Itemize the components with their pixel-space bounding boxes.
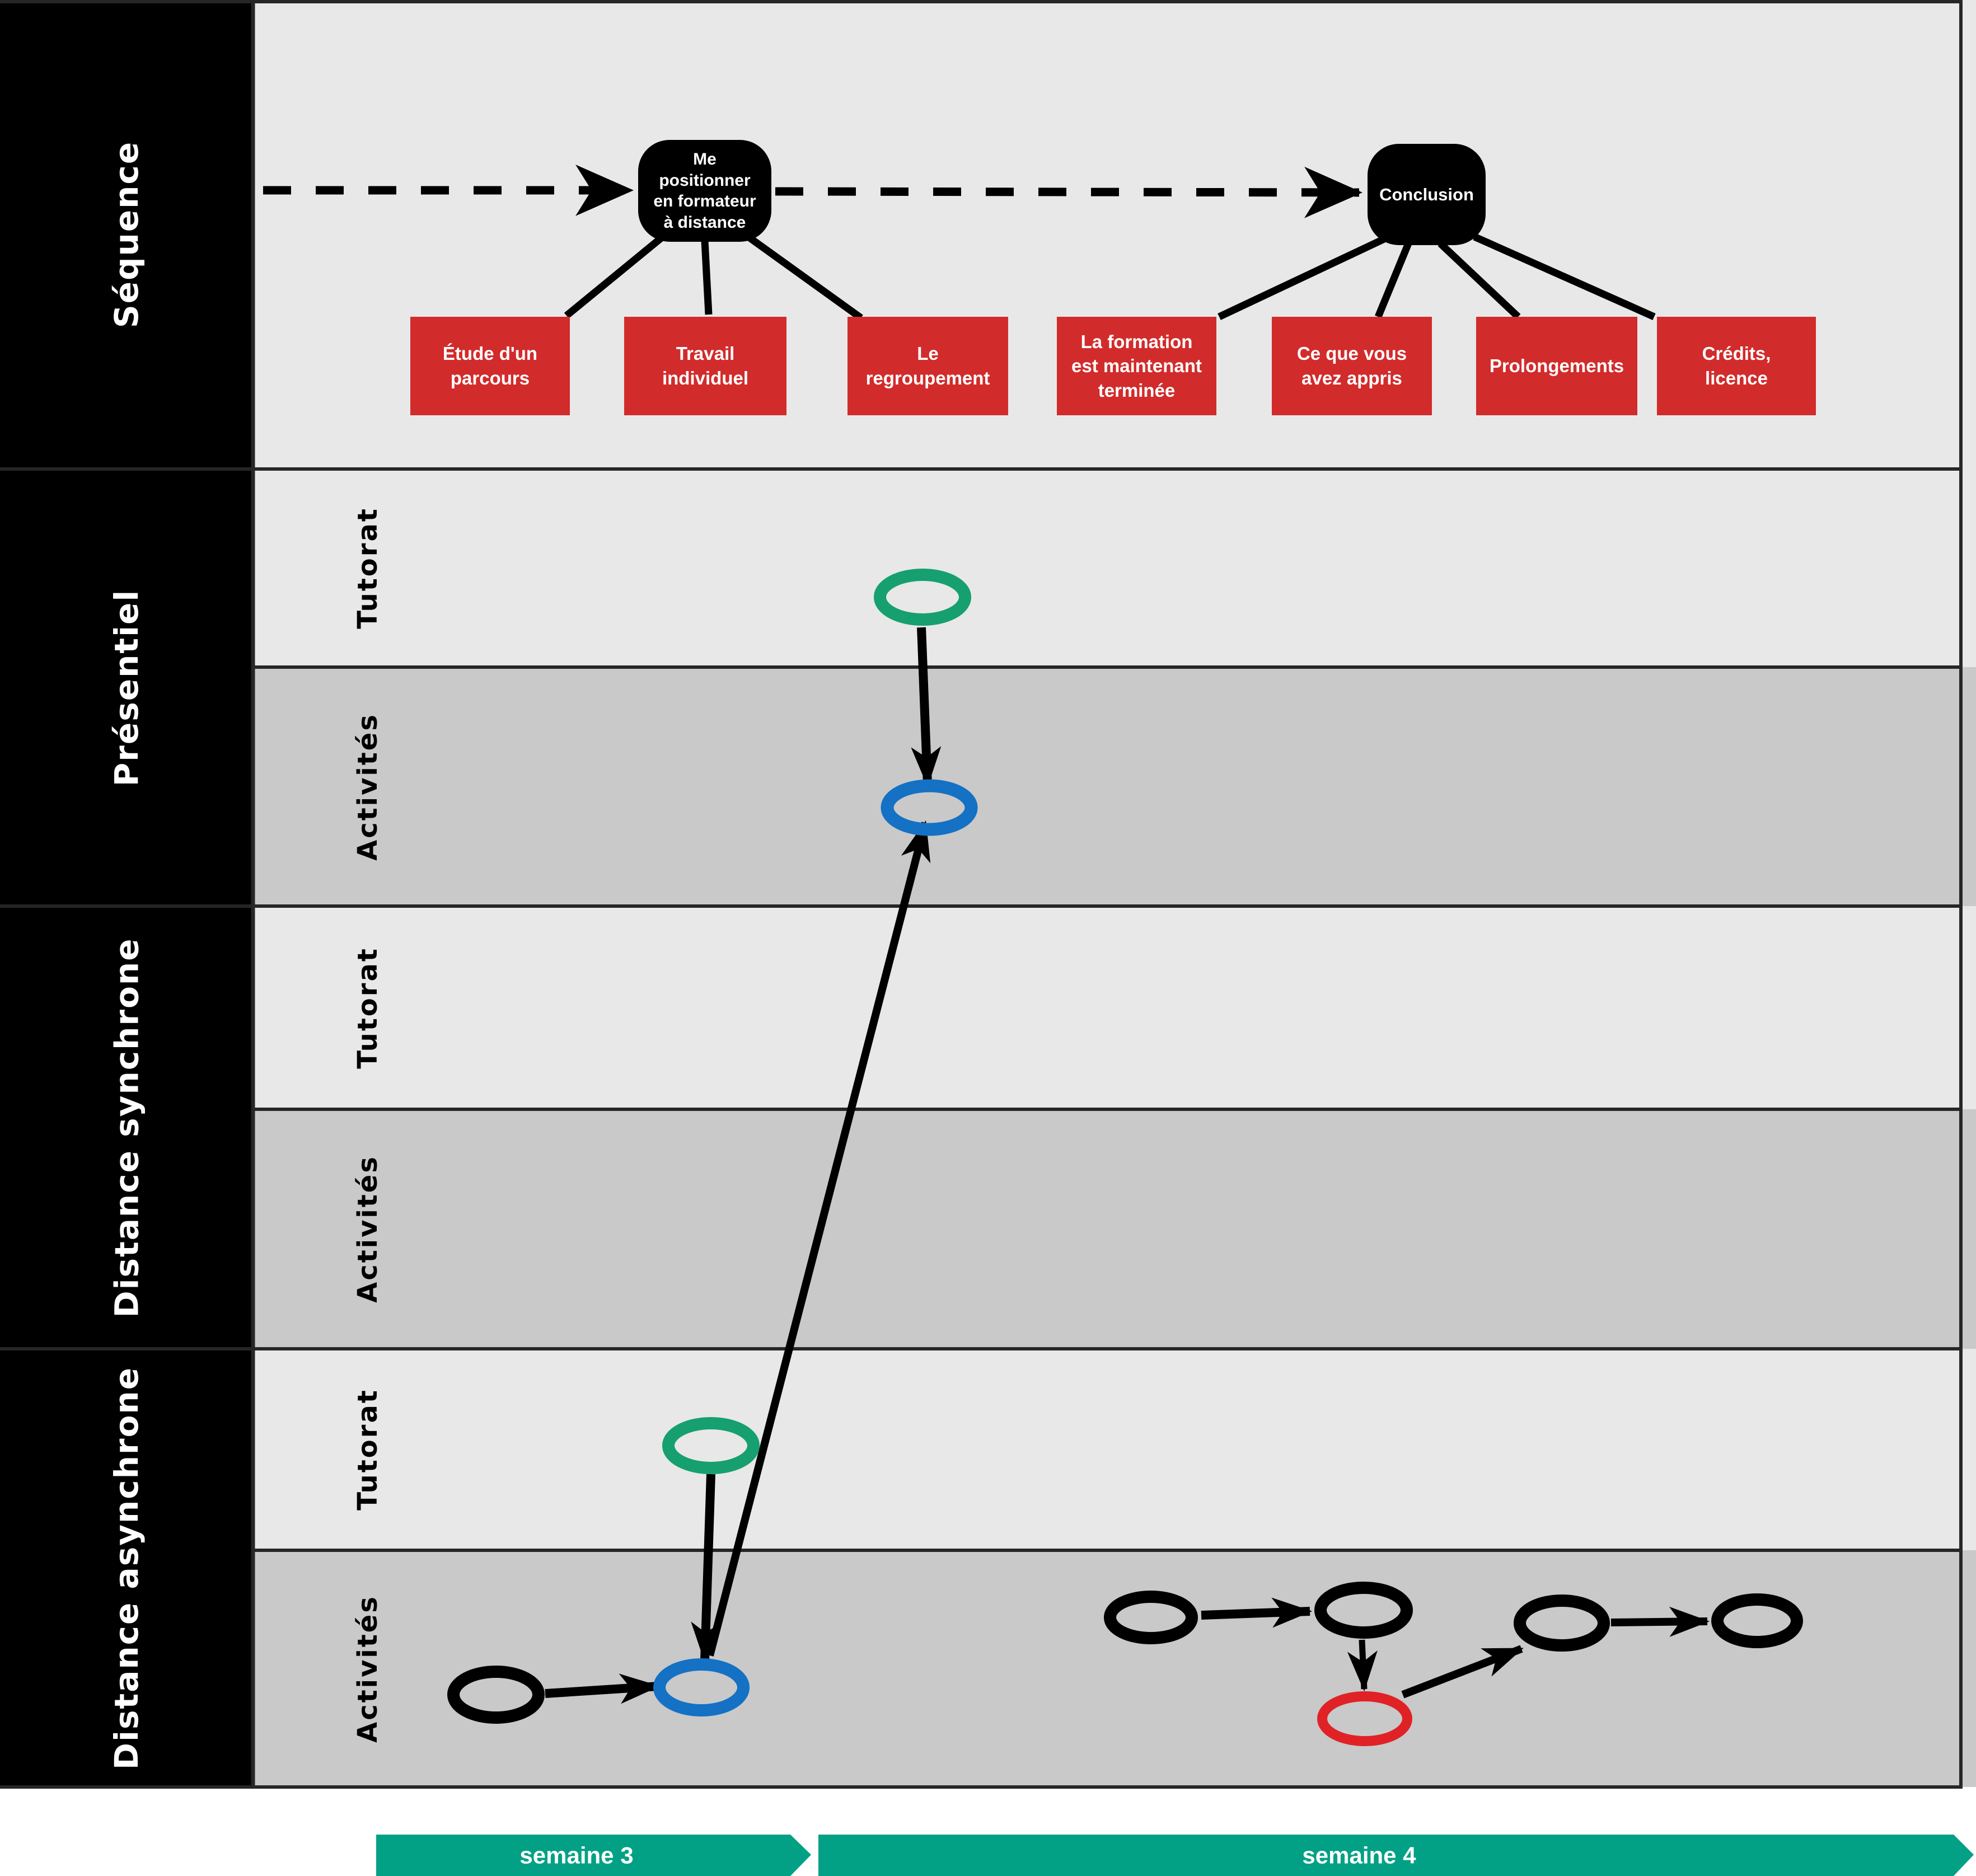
sidebar-group-label: Distance synchrone [107, 937, 146, 1317]
timeline-week4-arrow [818, 1835, 1974, 1876]
sequence-card-regroupement: Le regroupement [847, 317, 1008, 415]
row-distance-asynchrone-tutorat [253, 1349, 1976, 1550]
sequence-card-prolongements: Prolongements [1476, 317, 1637, 415]
timeline-week4-label: semaine 4 [1302, 1842, 1416, 1869]
sidebar-group-label: Séquence [107, 140, 146, 329]
sequence-card-etude: Étude d'un parcours [410, 317, 570, 415]
row-distance-synchrone-activites [253, 1109, 1976, 1349]
sequence-card-formation: La formation est maintenant terminée [1057, 317, 1216, 415]
row-distance-asynchrone-activites [253, 1550, 1976, 1787]
sequence-start-node: Me positionner en formateur à distance [638, 140, 771, 242]
sidebar-group-presentiel: Présentiel [0, 471, 253, 904]
sidebar-group-sequence: Séquence [0, 2, 253, 467]
row-presentiel-tutorat [253, 469, 1976, 667]
sequence-card-credits: Crédits, licence [1657, 317, 1816, 415]
sidebar-group-distance-synchrone: Distance synchrone [0, 908, 253, 1347]
row-distance-synchrone-tutorat [253, 906, 1976, 1109]
sidebar-group-label: Distance asynchrone [107, 1366, 146, 1770]
sequence-card-appris: Ce que vous avez appris [1272, 317, 1432, 415]
timeline-week3-arrow [376, 1835, 811, 1876]
sidebar-group-distance-asynchrone: Distance asynchrone [0, 1350, 253, 1785]
sequence-card-travail: Travail individuel [624, 317, 786, 415]
sidebar-group-label: Présentiel [107, 589, 146, 786]
row-presentiel-activites [253, 667, 1976, 906]
sequence-end-node: Conclusion [1368, 144, 1486, 245]
timeline-week3-label: semaine 3 [519, 1842, 633, 1869]
